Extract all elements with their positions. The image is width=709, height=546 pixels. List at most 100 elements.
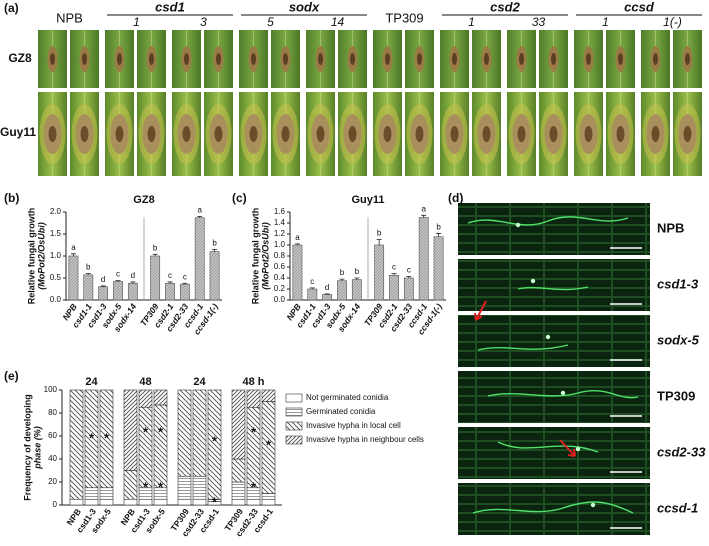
bar <box>418 217 429 301</box>
panel-a: GZ8 Guy11 NPB csd1 sodx TP309 csd2 ccsd 1 3 5 14 1 33… <box>0 0 702 176</box>
error-bar <box>406 275 412 278</box>
significance-letter: a <box>71 243 76 252</box>
hypha <box>497 441 599 453</box>
panel-label: (e) <box>4 369 19 383</box>
bar-segment <box>99 389 114 489</box>
y-tick-label: 1.2 <box>274 229 286 238</box>
lesion-core <box>80 126 89 142</box>
bar-segment <box>99 487 114 500</box>
error-bar <box>309 287 315 289</box>
significance-letter: a <box>295 233 300 242</box>
lesion-core <box>48 126 57 142</box>
lesion-core <box>551 53 556 65</box>
arrow <box>474 300 487 321</box>
error-bar <box>70 253 76 256</box>
significance-letter: b <box>86 263 91 272</box>
bar-segment <box>138 406 153 489</box>
error-bar <box>421 214 427 218</box>
y-tick-label: 0 <box>53 500 58 509</box>
error-bar <box>354 277 360 280</box>
bar <box>433 236 444 301</box>
lesion-core <box>281 126 290 142</box>
y-tick-label: 100 <box>44 385 58 394</box>
spore <box>575 446 581 452</box>
bar <box>113 281 123 301</box>
bar-segment <box>177 389 192 477</box>
significance-letter: c <box>310 277 314 286</box>
y-tick-label: 60 <box>48 431 57 440</box>
lesion-core <box>683 126 692 142</box>
bar-segment <box>261 493 276 500</box>
legend-swatch <box>285 421 303 431</box>
lesion-core <box>653 53 658 65</box>
line-label: 1 <box>133 15 140 29</box>
significance-letter: b <box>340 268 345 277</box>
error-bar <box>167 281 173 284</box>
bar-segment <box>153 498 168 506</box>
bar-segment <box>138 389 153 408</box>
bar-segment <box>261 498 276 506</box>
error-bar <box>324 293 330 295</box>
significance-mark: * <box>89 430 95 445</box>
group-label: 48 <box>139 376 151 388</box>
y-tick-label: 0.4 <box>274 273 286 282</box>
error-bar <box>294 243 300 245</box>
spore <box>515 222 521 228</box>
line-label: 3 <box>200 15 207 29</box>
bar-segment <box>84 498 99 506</box>
bar-segment <box>177 498 192 506</box>
bar-segment <box>123 389 138 471</box>
y-axis-label: Frequency of developing <box>22 394 32 501</box>
lesion-core <box>50 53 55 65</box>
lesion-core <box>318 53 323 65</box>
significance-letter: d <box>131 271 135 280</box>
significance-mark: * <box>143 479 149 494</box>
line-label: 1(-) <box>663 15 682 29</box>
significance-mark: * <box>158 424 164 439</box>
bar-segment <box>246 498 261 506</box>
hypha <box>467 216 629 226</box>
legend-label: Invasive hypha in local cell <box>306 421 401 430</box>
error-bar <box>376 239 382 245</box>
bar-segment <box>231 389 246 460</box>
lesion-core <box>452 53 457 65</box>
lesion-core <box>115 126 124 142</box>
genotype-header: TP309 <box>385 10 423 25</box>
bar <box>292 244 303 301</box>
line-label: 1 <box>602 15 609 29</box>
y-tick-label: 1.0 <box>274 240 286 249</box>
micrograph <box>458 315 650 367</box>
genotype-header: ccsd <box>624 0 655 14</box>
error-bar <box>152 253 158 256</box>
y-tick-label: 0.8 <box>274 251 286 260</box>
bar <box>127 282 138 301</box>
micrograph-label: csd1-3 <box>657 276 699 291</box>
y-tick-label: 0.5 <box>50 273 62 282</box>
bar-segment <box>192 475 207 500</box>
chart-title: GZ8 <box>133 194 154 206</box>
significance-mark: * <box>212 494 218 509</box>
significance-letter: a <box>197 206 202 215</box>
genotype-header: NPB <box>56 10 83 25</box>
lesion-core <box>214 126 223 142</box>
legend-swatch <box>285 407 303 417</box>
significance-mark: * <box>158 479 164 494</box>
bar-segment <box>246 406 261 489</box>
spore <box>590 502 596 508</box>
significance-mark: * <box>212 433 218 448</box>
panel-d: NPB csd1-3 sodx-5 TP309 csd2-33 ccsd-1 <box>458 203 706 535</box>
lesion-core <box>450 126 459 142</box>
lesion-core <box>182 126 191 142</box>
legend-label: Germinated conidia <box>306 407 376 416</box>
bar <box>351 279 362 301</box>
error-bar <box>197 216 203 218</box>
error-bar <box>130 281 136 284</box>
line-label: 14 <box>331 15 345 29</box>
lesion-core <box>82 53 87 65</box>
bar <box>209 251 220 301</box>
micrograph-label: ccsd-1 <box>657 500 698 515</box>
genotype-header: csd2 <box>490 0 520 14</box>
legend-label: Invasive hypha in neighbour cells <box>306 435 424 444</box>
lesion-core <box>417 53 422 65</box>
significance-letter: b <box>436 223 441 232</box>
